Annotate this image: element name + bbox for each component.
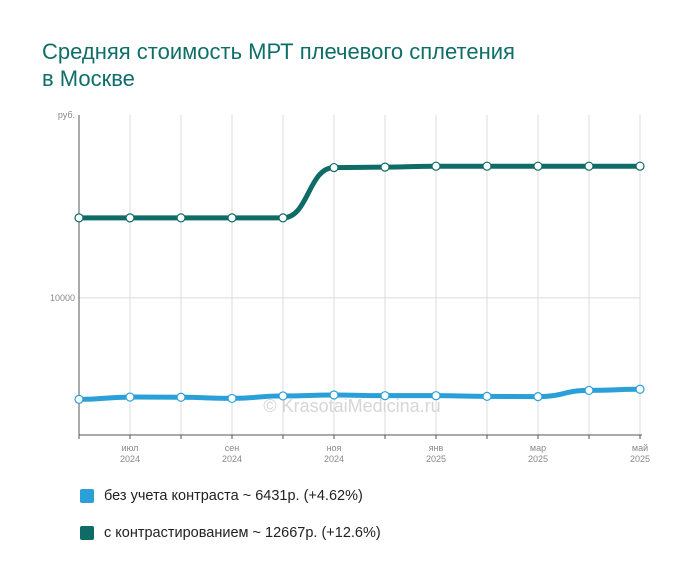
- data-point: [482, 161, 492, 171]
- x-tick-label-month: мар: [530, 443, 546, 453]
- y-axis-unit-label: руб.: [58, 110, 75, 120]
- data-point: [380, 162, 390, 172]
- x-tick-label-month: янв: [429, 443, 444, 453]
- x-tick-label-year: 2025: [426, 454, 446, 464]
- data-point: [584, 161, 594, 171]
- chart-title-line-1: Средняя стоимость МРТ плечевого сплетени…: [42, 39, 515, 64]
- watermark-text: © KrasotaiMedicina.ru: [263, 396, 440, 416]
- chart-title: Средняя стоимость МРТ плечевого сплетени…: [42, 38, 642, 92]
- x-tick-label-month: ноя: [327, 443, 342, 453]
- data-point: [74, 394, 84, 404]
- data-point: [176, 392, 186, 402]
- data-point: [431, 161, 441, 171]
- data-point: [278, 213, 288, 223]
- data-point: [329, 162, 339, 173]
- x-tick-label-year: 2024: [324, 454, 344, 464]
- legend-swatch: [80, 489, 94, 503]
- legend-item-2: с контрастированием ~ 12667р. (+12.6%): [80, 523, 381, 543]
- series-line-1: [76, 386, 643, 402]
- data-point: [125, 213, 135, 223]
- data-point: [125, 392, 135, 402]
- legend-item-1: без учета контраста ~ 6431р. (+4.62%): [80, 486, 381, 506]
- data-point: [635, 161, 645, 171]
- x-tick-label-month: июл: [122, 443, 139, 453]
- data-point: [635, 384, 645, 394]
- legend-label: с контрастированием ~ 12667р. (+12.6%): [104, 525, 381, 541]
- x-tick-label-month: май: [632, 443, 648, 453]
- x-tick-label-year: 2024: [120, 454, 140, 464]
- x-tick-label-year: 2024: [222, 454, 242, 464]
- data-point: [584, 385, 594, 396]
- data-point: [74, 213, 84, 223]
- data-point: [227, 213, 237, 223]
- data-point: [482, 391, 492, 401]
- x-tick-label-month: сен: [225, 443, 240, 453]
- x-tick-label-year: 2025: [630, 454, 650, 464]
- data-point: [533, 392, 543, 402]
- y-tick-label: 10000: [50, 293, 75, 303]
- legend-swatch: [80, 526, 94, 540]
- series-line-2: [76, 163, 643, 221]
- data-point: [176, 213, 186, 223]
- data-point: [380, 391, 390, 401]
- data-point: [329, 390, 339, 400]
- data-point: [533, 161, 543, 171]
- x-tick-label-year: 2025: [528, 454, 548, 464]
- data-point: [227, 393, 237, 404]
- data-point: [278, 391, 288, 401]
- chart-legend: без учета контраста ~ 6431р. (+4.62%) с к…: [80, 486, 381, 560]
- chart-title-line-2: в Москве: [42, 66, 135, 91]
- data-point: [431, 391, 441, 401]
- legend-label: без учета контраста ~ 6431р. (+4.62%): [104, 488, 363, 504]
